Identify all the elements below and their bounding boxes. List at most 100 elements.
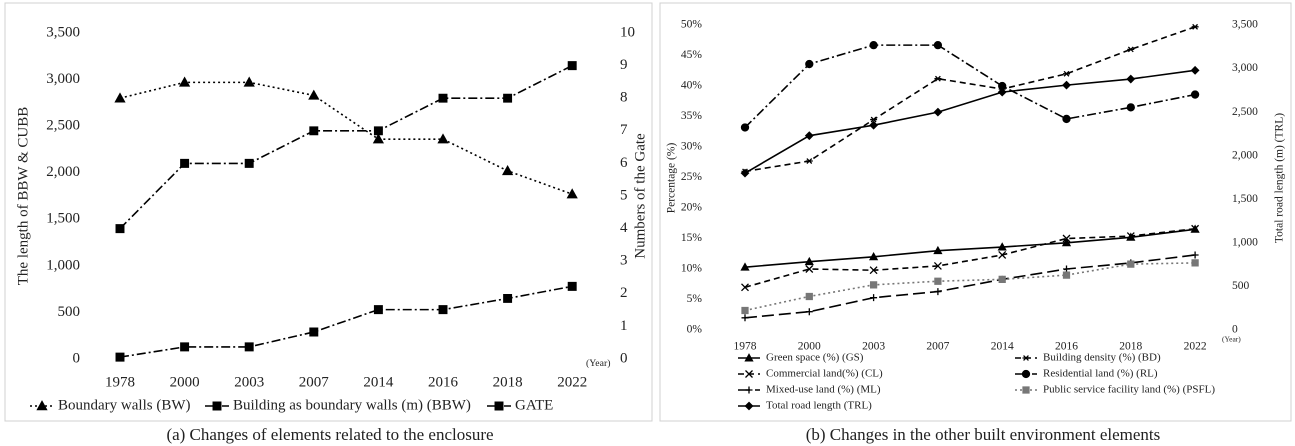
- marker: [869, 120, 879, 130]
- legend-item: Total road length (TRL): [738, 400, 872, 412]
- legend-label: Public service facility land (%) (PSFL): [1043, 384, 1215, 396]
- y2-tick-label: 6: [620, 155, 628, 171]
- marker: [869, 281, 878, 289]
- marker: [1126, 232, 1135, 241]
- series-line: [744, 254, 1196, 319]
- marker: [178, 76, 191, 87]
- marker: [1190, 65, 1200, 75]
- marker: [1191, 224, 1200, 233]
- marker: [438, 93, 448, 103]
- panel-border: [4, 2, 653, 422]
- marker: [741, 314, 749, 322]
- marker: [567, 281, 577, 291]
- marker: [870, 116, 878, 123]
- y2-tick-label: 10: [620, 24, 635, 40]
- legend-marker: [1022, 386, 1030, 394]
- marker: [244, 158, 254, 168]
- marker: [115, 352, 125, 362]
- y-tick-label: 30%: [681, 141, 703, 153]
- annotation: (Year): [586, 358, 610, 369]
- marker: [1061, 237, 1072, 247]
- marker: [998, 251, 1007, 259]
- marker: [741, 306, 749, 315]
- marker: [740, 262, 750, 271]
- x-tick-label: 2007: [299, 374, 330, 390]
- caption: (a) Changes of elements related to the e…: [166, 425, 493, 444]
- marker: [869, 266, 878, 275]
- series-line: [744, 69, 1196, 174]
- y-tick-label: 3,500: [46, 24, 80, 40]
- y2-tick-label: 5: [620, 187, 628, 203]
- y-tick-label: 0: [73, 350, 81, 366]
- marker: [1062, 234, 1071, 243]
- marker: [1191, 259, 1199, 267]
- series-line: [744, 26, 1196, 173]
- x-tick-label: 2022: [1184, 341, 1207, 353]
- y-tick-label: 10%: [681, 263, 703, 275]
- marker: [1127, 46, 1135, 53]
- marker: [1190, 90, 1200, 99]
- y2-tick-label: 8: [620, 90, 628, 106]
- x-tick-label: 1978: [734, 341, 757, 353]
- marker: [114, 92, 126, 103]
- legend-item: Public service facility land (%) (PSFL): [1015, 384, 1215, 396]
- legend-marker: [1021, 369, 1031, 379]
- marker: [1126, 74, 1136, 84]
- marker: [309, 327, 319, 337]
- marker: [1191, 23, 1199, 30]
- legend-marker: [745, 386, 753, 394]
- series-line: [119, 81, 573, 195]
- legend-marker: [36, 400, 48, 411]
- y-axis-label: The length of BBW & CUBB: [15, 107, 31, 285]
- legend-label: Mixed-use land (%) (ML): [766, 384, 881, 396]
- y2-tick-label: 0: [620, 350, 628, 366]
- y-tick-label: 5%: [687, 293, 703, 305]
- marker: [438, 305, 448, 315]
- legend-marker: [494, 401, 504, 411]
- y-tick-label: 500: [58, 304, 81, 320]
- series-line: [744, 228, 1196, 268]
- marker: [868, 251, 879, 261]
- marker: [933, 261, 942, 270]
- legend-marker: [745, 370, 753, 378]
- y-tick-label: 25%: [681, 171, 703, 183]
- marker: [870, 294, 878, 302]
- y-tick-label: 3,000: [46, 71, 80, 87]
- marker: [805, 158, 813, 164]
- marker: [740, 168, 750, 178]
- y2-tick-label: 7: [620, 122, 628, 138]
- y2-tick-label: 2,500: [1232, 106, 1258, 118]
- marker: [1126, 103, 1135, 112]
- marker: [503, 293, 513, 303]
- legend-item: Green space (%) (GS): [738, 352, 864, 364]
- x-tick-label: 2022: [557, 374, 587, 390]
- y-tick-label: 20%: [681, 202, 703, 214]
- marker: [997, 242, 1007, 251]
- y2-tick-label: 500: [1232, 280, 1250, 292]
- legend-marker: [744, 401, 754, 411]
- marker: [804, 256, 814, 266]
- marker: [1127, 260, 1135, 268]
- marker: [998, 275, 1006, 283]
- caption: (b) Changes in the other built environme…: [806, 425, 1161, 444]
- legend-item: Building density (%) (BD): [1015, 352, 1161, 364]
- marker: [933, 40, 943, 50]
- y-tick-label: 2,500: [46, 118, 80, 134]
- chart: 0% 5% 10% 15% 20% 25% 30% 35% 40% 45% 50% 0 500 1,000…: [666, 19, 1286, 412]
- x-tick-label: 2018: [493, 374, 523, 390]
- series-line: [119, 285, 573, 358]
- y2-axis-label: Total road length (m) (TRL): [1274, 113, 1286, 243]
- legend-marker: [744, 353, 754, 362]
- marker: [933, 107, 943, 117]
- y-tick-label: 40%: [681, 80, 703, 92]
- annotation: (Year): [1222, 335, 1241, 344]
- marker: [804, 131, 814, 141]
- legend-label: Building density (%) (BD): [1043, 352, 1161, 364]
- marker: [805, 265, 814, 273]
- y2-tick-label: 2: [620, 285, 628, 301]
- y-tick-label: 0%: [687, 324, 703, 336]
- legend-item: Commercial land(%) (CL): [738, 368, 883, 380]
- marker: [567, 61, 577, 71]
